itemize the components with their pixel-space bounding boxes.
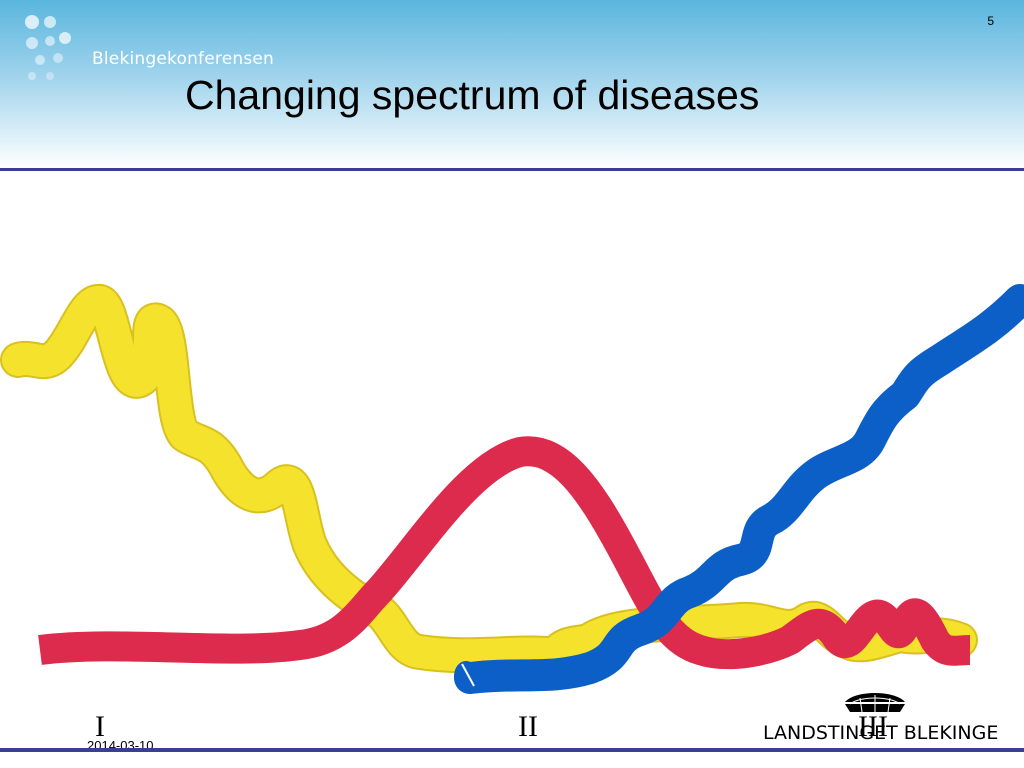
logo-text: Blekingekonferensen: [92, 49, 275, 69]
page-title: Changing spectrum of diseases: [185, 72, 760, 118]
phase-label-1: I: [95, 710, 105, 743]
phase-label-3: III: [858, 710, 888, 743]
slide-number: 5: [987, 14, 994, 28]
phase-label-2: II: [518, 710, 538, 743]
slide-header: [0, 0, 1024, 168]
blue-curve: [454, 284, 1024, 694]
brand-text: LANDSTINGET BLEKINGE: [763, 722, 999, 744]
footer-divider: [0, 748, 1024, 752]
crown-icon: [845, 693, 905, 713]
logo-dots-icon: [25, 15, 71, 80]
red-curve: [38, 436, 971, 670]
header-divider: [0, 168, 1024, 171]
